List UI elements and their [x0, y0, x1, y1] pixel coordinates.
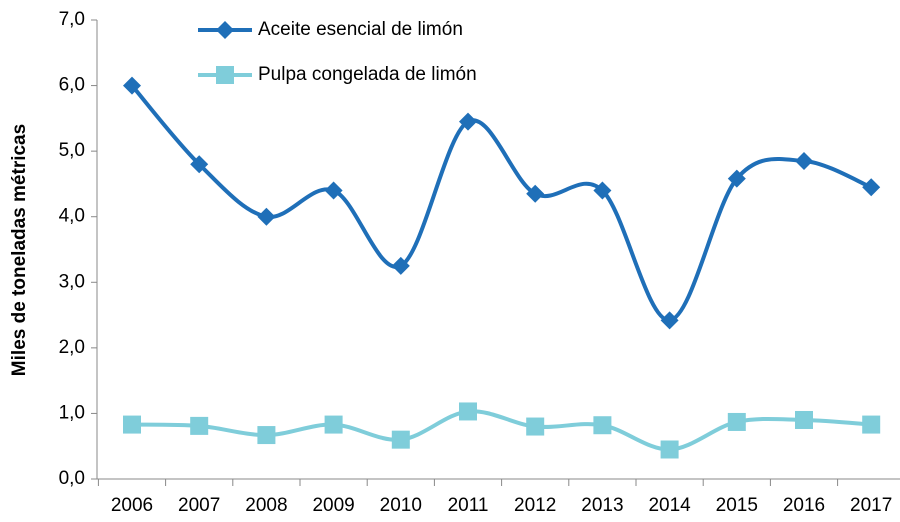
x-tick-label: 2009: [312, 495, 354, 516]
y-tick-label: 3,0: [59, 271, 85, 292]
data-point: [459, 112, 477, 131]
y-tick-label: 0,0: [59, 468, 85, 489]
data-point: [459, 402, 477, 421]
y-tick-label: 1,0: [59, 402, 85, 423]
data-point: [391, 430, 410, 449]
x-tick-label: 2012: [514, 495, 556, 516]
x-tick-label: 2015: [716, 495, 758, 516]
series-line: [131, 409, 872, 452]
data-point: [324, 415, 343, 434]
y-tick-label: 4,0: [59, 206, 85, 227]
legend-label: Aceite esencial de limón: [258, 19, 463, 40]
data-point: [526, 184, 545, 203]
data-point: [190, 416, 209, 435]
legend-label: Pulpa congelada de limón: [258, 64, 477, 85]
x-tick-label: 2006: [111, 495, 153, 516]
x-tick-label: 2008: [245, 495, 287, 516]
x-tick-label: 2016: [783, 495, 825, 516]
data-point: [660, 440, 679, 459]
x-tick-label: 2007: [178, 495, 220, 516]
x-tick-label: 2014: [648, 495, 691, 516]
data-point: [324, 181, 343, 200]
data-point: [593, 181, 612, 200]
x-tick-label: 2013: [581, 495, 623, 516]
legend-marker: [216, 66, 234, 84]
data-point: [593, 416, 612, 435]
data-point: [727, 169, 746, 188]
data-point: [862, 415, 881, 434]
data-point: [257, 426, 276, 445]
data-point: [257, 207, 276, 226]
y-tick-label: 5,0: [59, 140, 85, 161]
data-point: [123, 415, 141, 434]
data-point: [862, 178, 881, 197]
data-point: [391, 256, 410, 275]
data-point: [660, 311, 679, 330]
x-tick-label: 2017: [850, 495, 892, 516]
data-point: [727, 412, 746, 431]
data-point: [795, 151, 813, 170]
x-tick-label: 2011: [448, 495, 489, 516]
x-tick-label: 2010: [380, 495, 422, 516]
legend-marker: [216, 21, 234, 39]
data-point: [123, 76, 141, 95]
series-line: [130, 84, 872, 323]
data-point: [190, 155, 209, 174]
y-tick-label: 6,0: [59, 75, 85, 96]
y-axis-label: Miles de toneladas métricas: [9, 124, 30, 376]
y-tick-label: 7,0: [59, 9, 85, 30]
data-point: [526, 417, 545, 436]
data-point: [795, 410, 813, 429]
y-tick-label: 2,0: [59, 337, 85, 358]
